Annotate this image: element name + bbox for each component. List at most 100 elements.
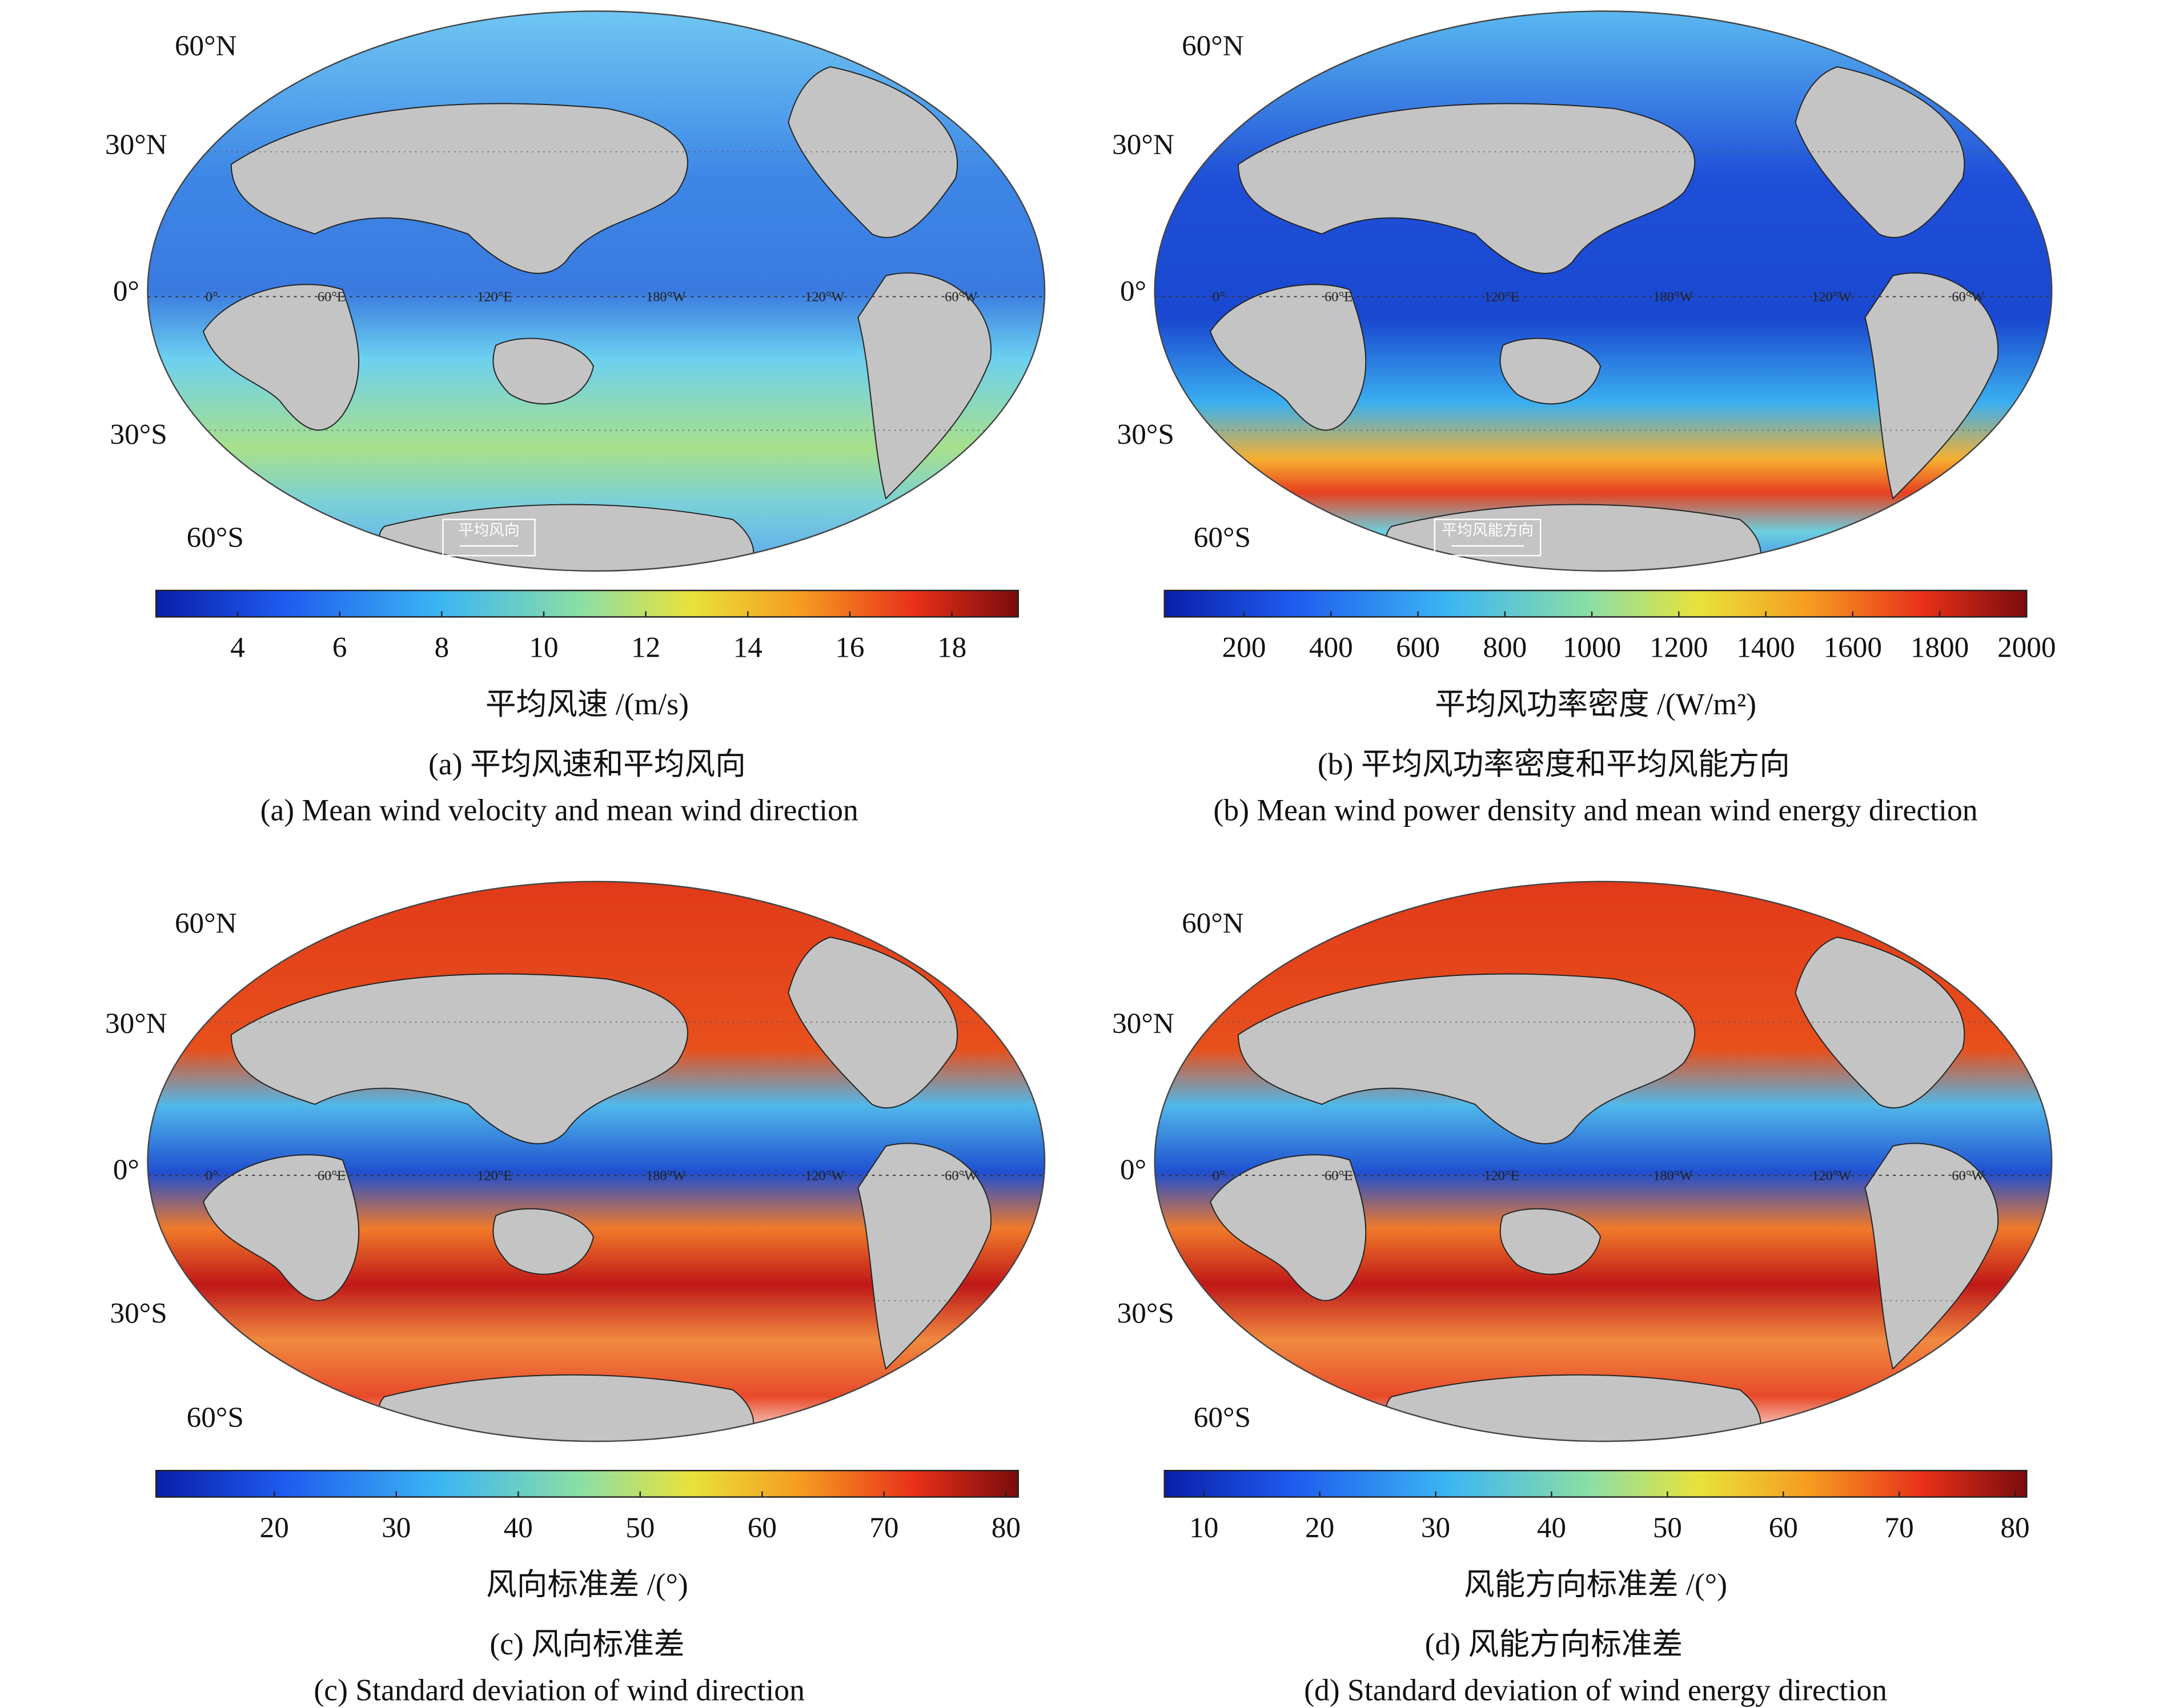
colorbar [1163, 1469, 2028, 1498]
lon-label: 120°W [805, 1168, 844, 1183]
colorbar-tick-label: 4 [230, 632, 245, 664]
colorbar-tick-label: 1000 [1563, 632, 1621, 664]
colorbar-tick-label: 50 [1653, 1512, 1682, 1544]
map-border [1154, 881, 2053, 1442]
lon-label: 120°E [1484, 1168, 1519, 1183]
colorbar-tick-label: 10 [1189, 1512, 1218, 1544]
lat-label: 60°S [1194, 521, 1251, 554]
lon-label: 60°E [318, 1168, 346, 1183]
colorbar-tick-label: 1200 [1650, 632, 1708, 664]
colorbar-tick-label: 14 [733, 632, 763, 664]
lat-label: 60°N [1182, 907, 1244, 939]
lon-label: 0° [206, 289, 218, 304]
colorbar [155, 1469, 1019, 1498]
map-border [1154, 10, 2053, 572]
legend-box [442, 519, 536, 557]
colorbar-tick-label: 50 [625, 1512, 655, 1544]
lon-label: 60°W [945, 289, 977, 304]
colorbar-tick-label: 40 [504, 1512, 533, 1544]
map [147, 881, 1045, 1441]
colorbar-tick-label: 1800 [1911, 632, 1969, 664]
legend-box-text: 平均风向 [458, 522, 519, 539]
colorbar-tick-label: 20 [1305, 1512, 1334, 1544]
lat-label: 60°N [175, 30, 237, 62]
lon-label: 60°E [1325, 1168, 1353, 1183]
colorbar-tick-label: 70 [869, 1512, 898, 1544]
lat-label: 30°S [1117, 1297, 1174, 1329]
lon-label: 60°E [318, 289, 346, 304]
lat-label: 60°S [187, 1401, 244, 1434]
lon-label: 180°W [1653, 289, 1692, 304]
colorbar-label: 平均风速 /(m/s) [485, 687, 689, 721]
lon-label: 0° [1213, 1168, 1225, 1183]
lon-label: 60°W [1952, 289, 1984, 304]
legend-box [1434, 519, 1542, 557]
lon-label: 120°E [477, 1168, 512, 1183]
colorbar [155, 589, 1019, 618]
lon-label: 0° [206, 1168, 218, 1183]
lat-label: 60°S [1194, 1401, 1251, 1434]
lat-label: 60°S [187, 521, 244, 554]
caption-en: (b) Mean wind power density and mean win… [1213, 793, 1977, 827]
colorbar-tick-label: 16 [835, 632, 864, 664]
map [1154, 881, 2052, 1441]
colorbar-label: 平均风功率密度 /(W/m²) [1435, 687, 1756, 721]
colorbar-tick-label: 40 [1537, 1512, 1566, 1544]
colorbar-tick-label: 200 [1222, 632, 1266, 664]
lon-label: 180°W [1653, 1168, 1692, 1183]
colorbar-tick-label: 80 [2000, 1512, 2029, 1544]
caption-en: (a) Mean wind velocity and mean wind dir… [260, 793, 858, 827]
lon-label: 180°W [646, 1168, 685, 1183]
colorbar-tick-label: 400 [1309, 632, 1353, 664]
legend-box-text: 平均风能方向 [1442, 522, 1534, 539]
lat-label: 30°S [110, 1297, 167, 1329]
lat-label: 30°N [105, 128, 167, 161]
lat-label: 30°N [105, 1007, 167, 1040]
colorbar [1163, 589, 2028, 618]
map [1154, 11, 2052, 571]
lon-label: 60°W [1952, 1168, 1984, 1183]
lat-label: 60°N [175, 907, 237, 939]
colorbar-tick-label: 6 [332, 632, 347, 664]
map-border [147, 10, 1046, 572]
colorbar-tick-label: 20 [260, 1512, 289, 1544]
colorbar-tick-label: 2000 [1997, 632, 2056, 664]
colorbar-tick-label: 80 [992, 1512, 1021, 1544]
colorbar-tick-label: 70 [1884, 1512, 1913, 1544]
colorbar-tick-label: 30 [1421, 1512, 1450, 1544]
map [147, 11, 1045, 571]
lon-label: 120°W [1812, 1168, 1851, 1183]
lat-label: 60°N [1182, 30, 1244, 62]
lon-label: 120°W [805, 289, 844, 304]
lon-label: 60°E [1325, 289, 1353, 304]
caption-cn: (b) 平均风功率密度和平均风能方向 [1318, 747, 1790, 781]
colorbar-label: 风向标准差 /(°) [486, 1567, 688, 1601]
colorbar-tick-label: 60 [748, 1512, 777, 1544]
caption-en: (c) Standard deviation of wind direction [314, 1673, 805, 1707]
colorbar-tick-label: 10 [529, 632, 558, 664]
colorbar-tick-label: 18 [937, 632, 966, 664]
lon-label: 120°W [1812, 289, 1851, 304]
colorbar-tick-label: 8 [435, 632, 450, 664]
colorbar-tick-label: 12 [631, 632, 660, 664]
caption-en: (d) Standard deviation of wind energy di… [1304, 1673, 1887, 1707]
lat-label: 0° [1120, 275, 1146, 307]
lat-label: 30°S [1117, 418, 1174, 451]
lon-label: 120°E [477, 289, 512, 304]
lon-label: 120°E [1484, 289, 1519, 304]
colorbar-tick-label: 600 [1396, 632, 1440, 664]
colorbar-label: 风能方向标准差 /(°) [1464, 1567, 1727, 1601]
lat-label: 0° [113, 275, 139, 307]
colorbar-tick-label: 30 [382, 1512, 411, 1544]
colorbar-tick-label: 1400 [1736, 632, 1795, 664]
caption-cn: (a) 平均风速和平均风向 [428, 747, 746, 781]
colorbar-tick-label: 1600 [1824, 632, 1882, 664]
lat-label: 30°N [1112, 128, 1174, 161]
colorbar-tick-label: 800 [1483, 632, 1527, 664]
lon-label: 180°W [646, 289, 685, 304]
map-border [147, 881, 1046, 1442]
lat-label: 30°N [1112, 1007, 1174, 1040]
lat-label: 0° [113, 1154, 139, 1186]
lat-label: 0° [1120, 1154, 1146, 1186]
